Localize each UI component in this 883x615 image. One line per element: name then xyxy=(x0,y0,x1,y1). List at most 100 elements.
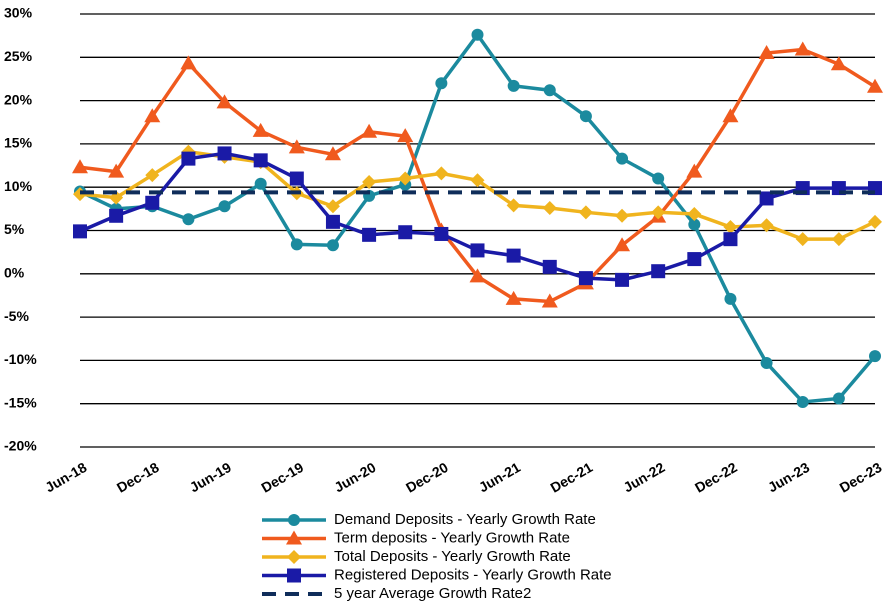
point xyxy=(616,152,629,165)
point xyxy=(868,214,882,229)
point xyxy=(830,56,847,71)
point xyxy=(652,172,665,185)
y-tick-label: 30% xyxy=(4,5,33,21)
y-tick-label: 20% xyxy=(4,91,33,107)
point xyxy=(144,108,161,123)
point xyxy=(181,151,196,166)
point xyxy=(759,218,774,233)
point xyxy=(287,568,301,583)
x-tick-label: Dec-23 xyxy=(837,459,883,496)
y-tick-label: 10% xyxy=(4,178,33,194)
point xyxy=(108,163,125,178)
point xyxy=(687,252,702,267)
point xyxy=(435,77,448,90)
point xyxy=(723,232,738,247)
x-tick-label: Dec-19 xyxy=(258,459,306,496)
point xyxy=(325,199,340,214)
point xyxy=(869,350,881,363)
point xyxy=(579,110,592,123)
point xyxy=(506,248,521,263)
point xyxy=(252,122,269,137)
point xyxy=(686,163,703,178)
point xyxy=(724,292,737,305)
y-tick-label: 25% xyxy=(4,48,33,64)
point xyxy=(651,264,666,279)
point xyxy=(578,271,593,286)
x-tick-label: Dec-18 xyxy=(114,459,162,496)
point xyxy=(542,259,557,274)
legend-label: Demand Deposits - Yearly Growth Rate xyxy=(334,511,596,528)
point xyxy=(182,213,195,226)
point xyxy=(73,224,87,239)
point xyxy=(867,78,883,93)
x-tick-label: Jun-20 xyxy=(331,459,378,496)
point xyxy=(541,293,558,308)
point xyxy=(109,208,124,223)
point xyxy=(578,205,593,220)
point xyxy=(615,208,630,223)
point xyxy=(759,191,774,206)
point xyxy=(542,200,557,215)
y-tick-label: -15% xyxy=(4,394,37,410)
point xyxy=(286,530,302,545)
y-tick-label: -20% xyxy=(4,438,37,454)
x-tick-label: Jun-22 xyxy=(620,459,667,496)
point xyxy=(324,146,341,161)
point xyxy=(326,239,339,252)
point xyxy=(614,237,631,252)
point xyxy=(615,272,630,287)
point xyxy=(543,84,556,97)
point xyxy=(289,171,304,186)
point xyxy=(290,238,303,251)
x-tick-label: Jun-23 xyxy=(765,459,812,496)
point xyxy=(723,220,738,235)
point xyxy=(722,108,739,123)
point xyxy=(760,356,773,369)
x-tick-label: Jun-21 xyxy=(476,459,523,496)
point xyxy=(398,225,413,240)
point xyxy=(794,41,811,56)
point xyxy=(180,55,197,70)
point xyxy=(325,214,340,229)
y-tick-label: -5% xyxy=(4,308,29,324)
x-tick-label: Jun-18 xyxy=(42,459,89,496)
point xyxy=(287,550,301,564)
x-tick-label: Dec-22 xyxy=(692,459,740,496)
point xyxy=(795,232,810,247)
point xyxy=(470,243,485,258)
point xyxy=(254,177,267,190)
point xyxy=(72,159,88,174)
point xyxy=(651,205,666,220)
point xyxy=(218,200,231,213)
point xyxy=(506,198,521,213)
point xyxy=(397,128,414,143)
point xyxy=(434,226,449,241)
point xyxy=(687,207,702,222)
point xyxy=(507,79,520,92)
point xyxy=(831,232,846,247)
y-tick-label: 5% xyxy=(4,221,25,237)
x-tick-label: Dec-20 xyxy=(403,459,451,496)
point xyxy=(216,94,233,109)
legend-label: Term deposits - Yearly Growth Rate xyxy=(334,529,570,546)
point xyxy=(217,146,232,161)
point xyxy=(832,392,845,405)
point xyxy=(145,168,160,183)
point xyxy=(688,218,701,231)
point xyxy=(470,173,485,188)
legend-label: Total Deposits - Yearly Growth Rate xyxy=(334,548,571,565)
point xyxy=(288,514,300,526)
point xyxy=(361,123,378,138)
point xyxy=(505,290,522,305)
point xyxy=(471,28,484,41)
y-tick-label: 15% xyxy=(4,135,33,151)
series-line xyxy=(79,149,876,241)
point xyxy=(796,395,809,408)
series-line xyxy=(79,31,877,404)
point xyxy=(469,268,486,283)
point xyxy=(362,175,377,190)
y-tick-label: 0% xyxy=(4,265,25,281)
point xyxy=(145,195,160,210)
x-tick-label: Jun-19 xyxy=(187,459,234,496)
